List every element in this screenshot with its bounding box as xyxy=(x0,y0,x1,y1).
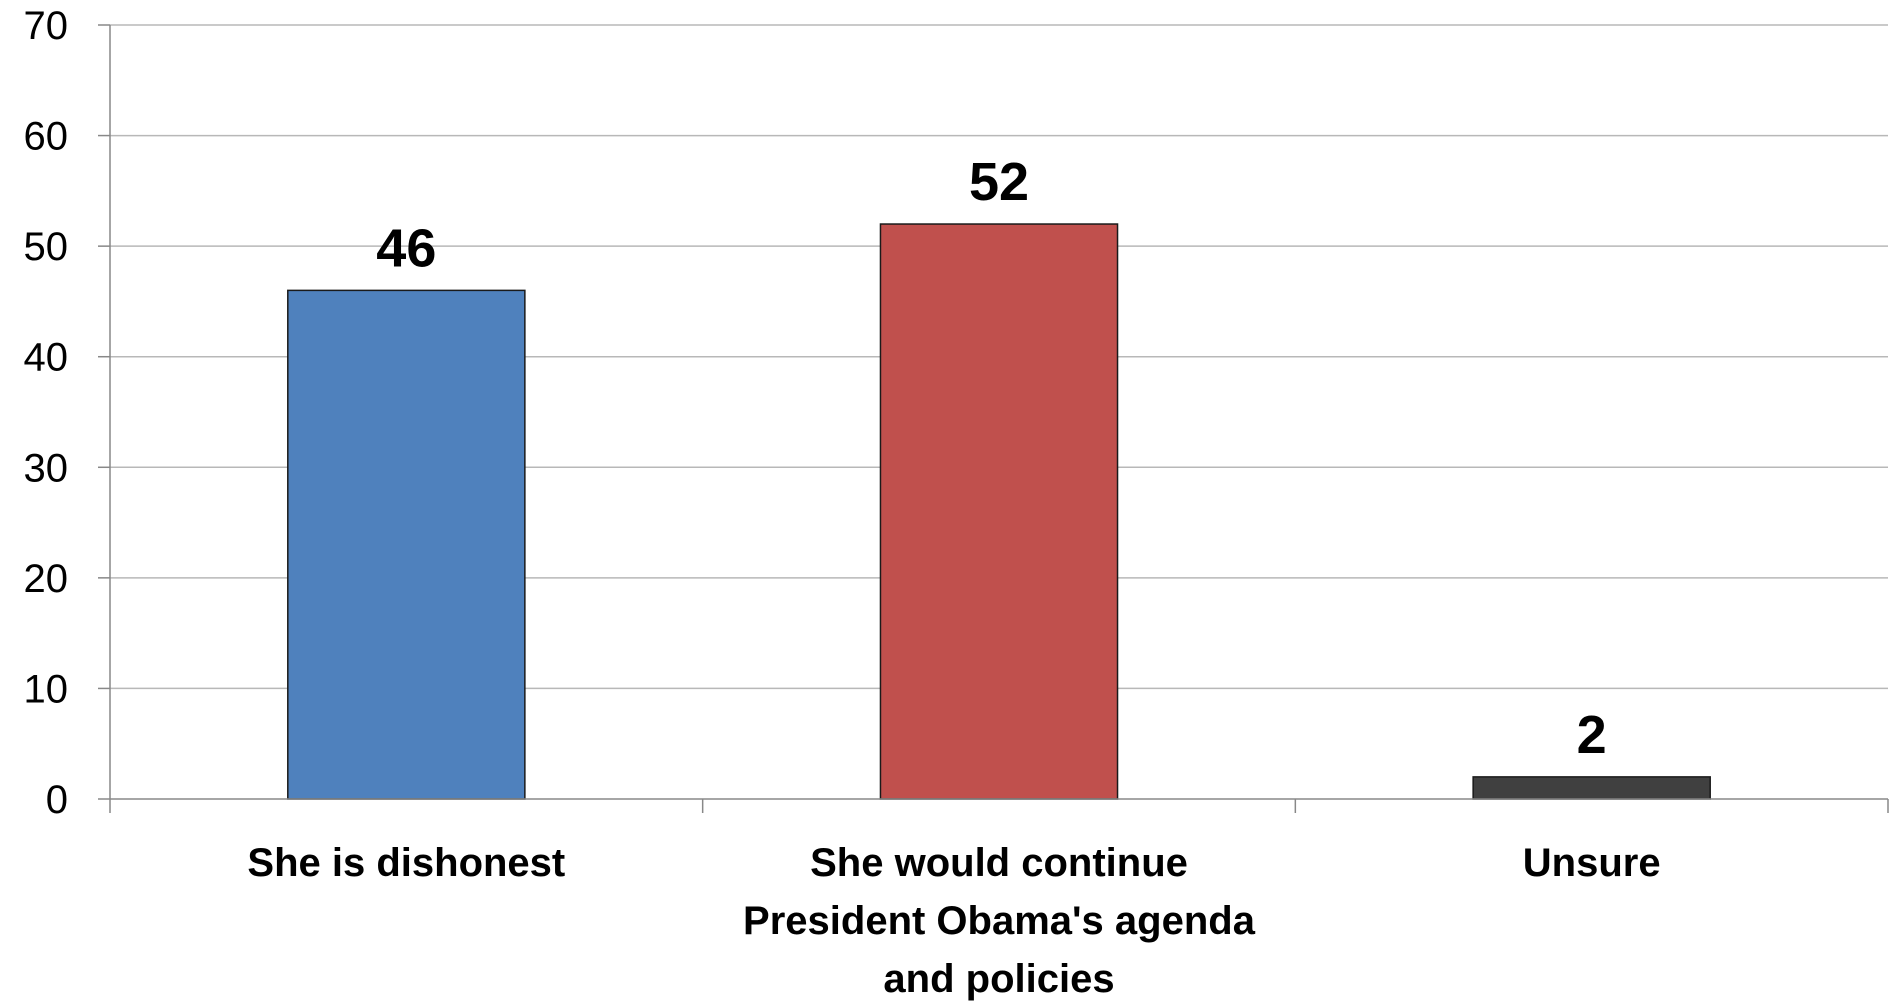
y-tick-label: 10 xyxy=(24,667,69,711)
y-tick-label: 40 xyxy=(24,336,69,380)
y-tick-label: 0 xyxy=(46,778,68,822)
category-label: She is dishonest xyxy=(247,841,565,885)
category-label-line: and policies xyxy=(883,957,1114,1001)
axes xyxy=(109,25,1889,813)
category-label: Unsure xyxy=(1523,841,1661,885)
bars xyxy=(287,223,1711,800)
category-label-line: She is dishonest xyxy=(247,841,565,885)
data-labels: 46 52 2 xyxy=(376,152,1606,765)
y-axis-ticks: 0 10 20 30 40 50 60 70 xyxy=(24,4,110,822)
y-tick-label: 70 xyxy=(24,4,69,48)
data-label: 2 xyxy=(1577,705,1607,765)
bar xyxy=(879,223,1119,800)
category-labels: She is dishonest She would continue Presid… xyxy=(247,841,1660,1001)
bar xyxy=(287,289,526,800)
y-tick-label: 60 xyxy=(24,115,69,159)
y-tick-label: 30 xyxy=(24,446,69,490)
y-tick-label: 20 xyxy=(24,557,69,601)
y-tick-label: 50 xyxy=(24,225,69,269)
data-label: 52 xyxy=(969,152,1029,212)
category-label: She would continue President Obama's agen… xyxy=(743,841,1256,1001)
data-label: 46 xyxy=(376,218,436,278)
bar xyxy=(1472,776,1711,800)
category-label-line: She would continue xyxy=(810,841,1188,885)
category-label-line: Unsure xyxy=(1523,841,1661,885)
category-label-line: President Obama's agenda xyxy=(743,899,1256,943)
